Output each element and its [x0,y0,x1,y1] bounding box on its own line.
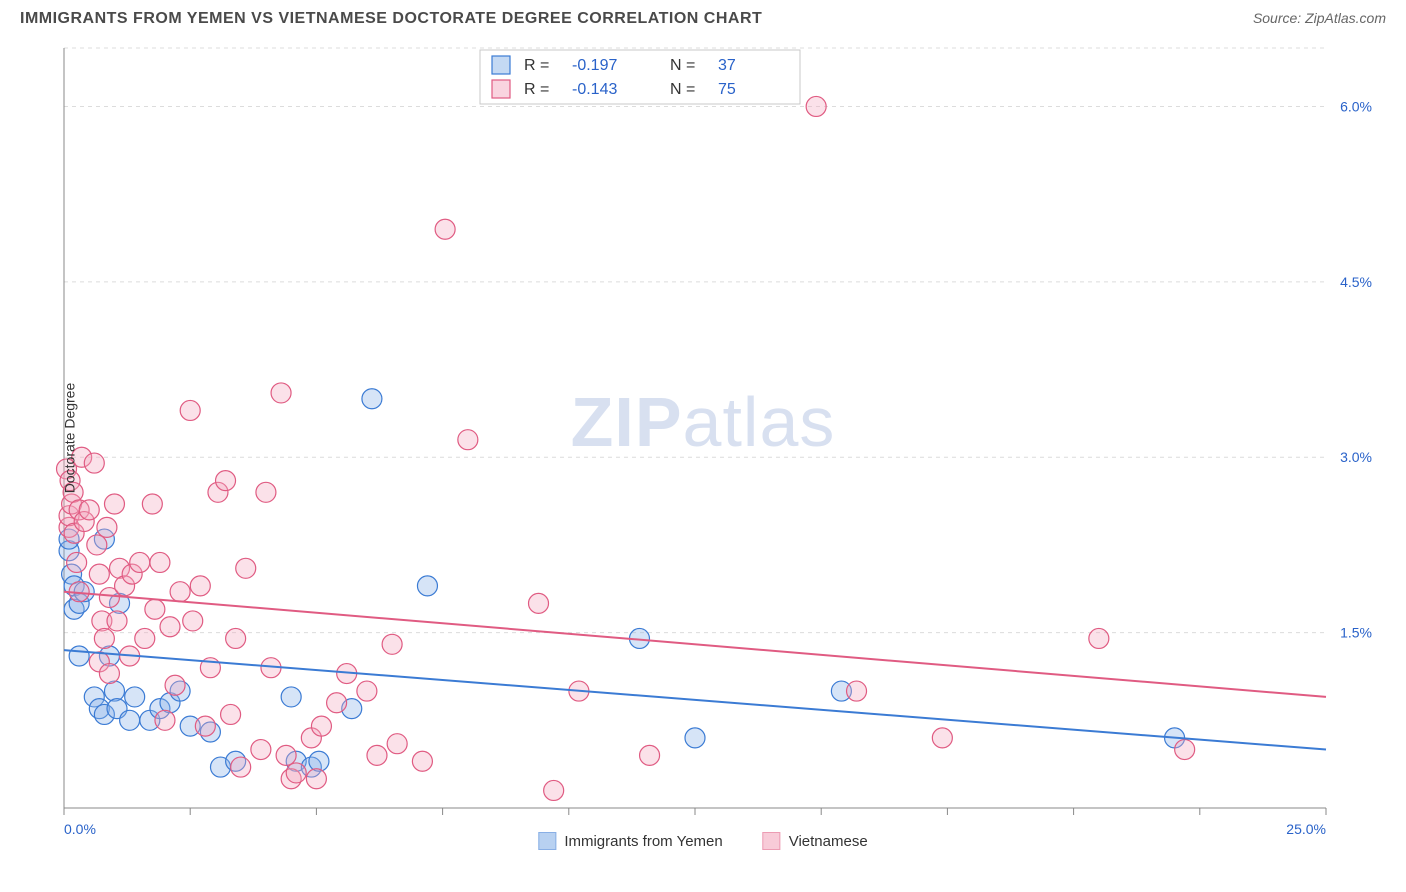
data-point-vietnamese [251,740,271,760]
y-tick-label: 1.5% [1340,625,1372,641]
data-point-vietnamese [932,728,952,748]
data-point-vietnamese [99,664,119,684]
data-point-vietnamese [231,757,251,777]
data-point-vietnamese [1175,740,1195,760]
y-tick-label: 3.0% [1340,449,1372,465]
legend: Immigrants from Yemen Vietnamese [538,832,867,850]
legend-label-vietnamese: Vietnamese [789,833,868,850]
data-point-vietnamese [221,704,241,724]
data-point-vietnamese [640,745,660,765]
data-point-vietnamese [216,471,236,491]
data-point-vietnamese [306,769,326,789]
data-point-vietnamese [87,535,107,555]
y-tick-label: 4.5% [1340,274,1372,290]
data-point-vietnamese [79,500,99,520]
data-point-yemen [685,728,705,748]
data-point-vietnamese [155,710,175,730]
data-point-vietnamese [271,383,291,403]
data-point-vietnamese [142,494,162,514]
data-point-vietnamese [160,617,180,637]
data-point-vietnamese [256,482,276,502]
data-point-vietnamese [130,552,150,572]
data-point-vietnamese [226,628,246,648]
corr-r-value-vietnamese: -0.143 [572,81,617,98]
data-point-yemen [104,681,124,701]
data-point-yemen [309,751,329,771]
chart-title: IMMIGRANTS FROM YEMEN VS VIETNAMESE DOCT… [20,10,762,28]
data-point-vietnamese [1089,628,1109,648]
data-point-yemen [417,576,437,596]
data-point-vietnamese [847,681,867,701]
corr-n-value-yemen: 37 [718,57,736,74]
legend-item-yemen: Immigrants from Yemen [538,832,722,850]
y-axis-label: Doctorate Degree [61,383,77,494]
data-point-vietnamese [327,693,347,713]
x-tick-label: 0.0% [64,821,96,837]
legend-swatch-vietnamese [763,832,781,850]
data-point-vietnamese [170,582,190,602]
data-point-vietnamese [544,780,564,800]
data-point-vietnamese [806,96,826,116]
legend-label-yemen: Immigrants from Yemen [564,833,722,850]
corr-n-label: N = [670,57,695,74]
data-point-vietnamese [89,564,109,584]
data-point-vietnamese [236,558,256,578]
data-point-vietnamese [311,716,331,736]
trend-line-vietnamese [64,592,1326,697]
data-point-vietnamese [104,494,124,514]
data-point-vietnamese [458,430,478,450]
data-point-yemen [362,389,382,409]
corr-r-value-yemen: -0.197 [572,57,617,74]
data-point-vietnamese [165,675,185,695]
data-point-vietnamese [135,628,155,648]
data-point-vietnamese [183,611,203,631]
legend-item-vietnamese: Vietnamese [763,832,868,850]
data-point-vietnamese [94,628,114,648]
data-point-vietnamese [84,453,104,473]
legend-swatch-yemen [538,832,556,850]
y-tick-label: 6.0% [1340,98,1372,114]
source-attribution: Source: ZipAtlas.com [1253,10,1386,26]
scatter-chart: 0.0% 25.0% 1.5% 3.0% 4.5% 6.0% R = -0.197 N = 37 R… [20,28,1386,848]
corr-swatch-yemen [492,56,510,74]
data-point-vietnamese [195,716,215,736]
data-point-vietnamese [107,611,127,631]
corr-swatch-vietnamese [492,80,510,98]
corr-r-label: R = [524,81,549,98]
data-point-vietnamese [276,745,296,765]
data-point-vietnamese [367,745,387,765]
data-point-yemen [281,687,301,707]
chart-container: Doctorate Degree ZIPatlas 0.0%25.0%1.5%3… [20,28,1386,848]
data-point-yemen [125,687,145,707]
data-point-vietnamese [67,552,87,572]
data-point-vietnamese [387,734,407,754]
data-point-vietnamese [382,634,402,654]
data-point-vietnamese [180,400,200,420]
data-point-vietnamese [529,593,549,613]
corr-r-label: R = [524,57,549,74]
data-point-vietnamese [97,517,117,537]
data-point-yemen [69,646,89,666]
data-point-vietnamese [286,763,306,783]
data-point-vietnamese [145,599,165,619]
data-point-vietnamese [357,681,377,701]
data-point-vietnamese [435,219,455,239]
corr-n-value-vietnamese: 75 [718,81,736,98]
data-point-yemen [120,710,140,730]
data-point-vietnamese [150,552,170,572]
x-tick-label: 25.0% [1286,821,1326,837]
data-point-vietnamese [412,751,432,771]
data-point-vietnamese [190,576,210,596]
corr-n-label: N = [670,81,695,98]
